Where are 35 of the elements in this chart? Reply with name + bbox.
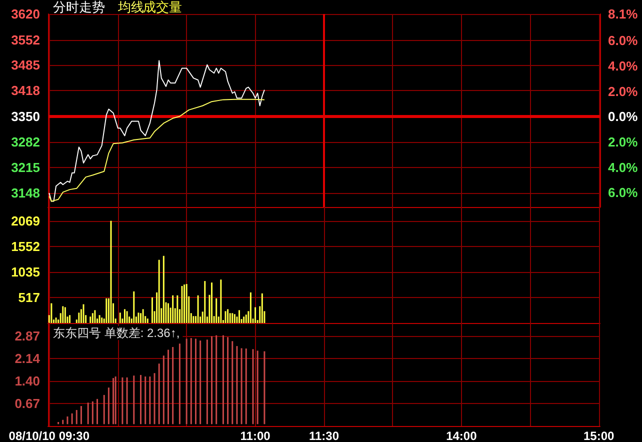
y-tick-label: 517 [18, 290, 40, 305]
y2-tick-label: 0.0% [608, 109, 638, 124]
x-tick-label: 08/10/10 09:30 [8, 429, 90, 442]
y-tick-label: 2.87 [14, 328, 40, 344]
y-tick-label: 2069 [11, 213, 40, 228]
text: 分时走势 [53, 0, 105, 14]
y-tick-label: 0.67 [14, 396, 40, 412]
y-tick-label: 3215 [11, 160, 40, 176]
y2-tick-label: 4.0% [608, 160, 638, 175]
y-tick-label: 3552 [11, 32, 40, 48]
y2-tick-label: 6.0% [608, 33, 638, 48]
y-tick-label: 3418 [11, 83, 40, 98]
x-tick-label: 11:00 [240, 429, 271, 442]
y2-tick-label: 8.1% [608, 6, 638, 22]
x-tick-label: 11:30 [308, 429, 340, 442]
y-tick-label: 3620 [11, 6, 40, 22]
y-tick-label: 3350 [11, 108, 40, 124]
y-tick-label: 1035 [11, 264, 40, 280]
line-series [48, 98, 265, 202]
x-tick-label: 15:00 [584, 429, 615, 442]
chart-title: 东东四号 单数差: 2.36↑, [53, 326, 180, 340]
y-tick-label: 3282 [11, 134, 40, 150]
x-tick-label: 14:00 [446, 429, 478, 442]
y2-tick-label: 6.0% [608, 185, 638, 200]
text: 均线 [117, 0, 144, 14]
y-tick-label: 3148 [11, 185, 40, 200]
y2-tick-label: 2.0% [608, 84, 638, 99]
y2-tick-label: 2.0% [608, 134, 638, 150]
y-tick-label: 1552 [11, 238, 40, 254]
y-tick-label: 3485 [11, 58, 40, 73]
y-tick-label: 1.40 [14, 374, 40, 389]
line-series [48, 60, 265, 202]
y2-tick-label: 4.0% [608, 58, 638, 74]
text: 成交量 [143, 0, 182, 14]
y-tick-label: 2.14 [14, 350, 41, 366]
